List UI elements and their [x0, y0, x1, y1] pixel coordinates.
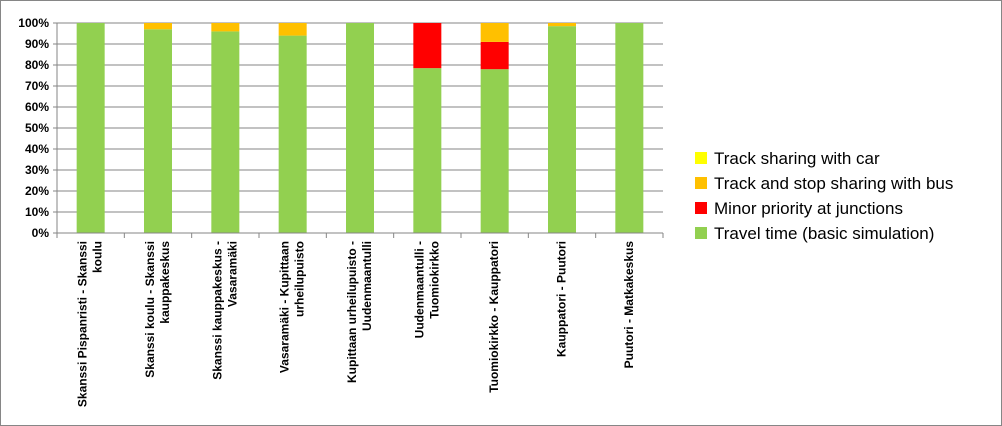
bar-segment: [480, 41, 509, 70]
y-tick-label: 90%: [25, 37, 49, 51]
bar-segment: [346, 23, 374, 233]
x-tick-label: Skanssi koulu - Skanssikauppakeskus: [143, 241, 172, 378]
x-tick-label: Kauppatori - Puutori: [555, 241, 569, 357]
y-tick-label: 100%: [18, 16, 49, 30]
legend: Track sharing with car Track and stop sha…: [695, 149, 953, 243]
bar-segment: [480, 23, 509, 42]
axes: [53, 22, 664, 238]
legend-swatch: [695, 202, 707, 214]
bar-segment: [615, 23, 644, 233]
y-tick-label: 0%: [32, 226, 50, 240]
bar-segment: [480, 69, 509, 233]
x-axis-ticks: Skanssi Pispanristi - Skanssikoulu Skanss…: [76, 241, 636, 407]
x-tick-label: Tuomiokirkko - Kauppatori: [487, 241, 501, 393]
y-tick-label: 60%: [25, 100, 49, 114]
bar-segment: [144, 29, 172, 233]
x-tick-label: Puutori - Matkakeskus: [622, 241, 636, 369]
bar-segment: [76, 23, 105, 233]
legend-swatch: [695, 177, 707, 189]
bar-segment: [413, 68, 442, 234]
bar-segment: [211, 23, 240, 32]
bar-segment: [548, 26, 576, 234]
y-tick-label: 40%: [25, 142, 49, 156]
y-tick-label: 10%: [25, 205, 49, 219]
legend-swatch: [695, 152, 707, 164]
x-tick-label: Skanssi Pispanristi - Skanssikoulu: [76, 241, 105, 407]
legend-label: Track and stop sharing with bus: [714, 174, 953, 193]
y-tick-label: 50%: [25, 121, 49, 135]
x-tick-label: Vasaramäki - Kupittaanurheilupuisto: [278, 241, 307, 373]
y-tick-label: 20%: [25, 184, 49, 198]
bar-segment: [144, 23, 172, 30]
bar-segment: [211, 31, 240, 234]
y-tick-label: 80%: [25, 58, 49, 72]
y-tick-label: 70%: [25, 79, 49, 93]
bars: [76, 23, 644, 234]
y-axis-ticks: 0% 10% 20% 30% 40% 50% 60% 70% 80% 90% 100%: [18, 16, 49, 240]
bar-segment: [548, 23, 576, 27]
x-tick-label: Kupittaan urheilupuisto -Uudenmaantulli: [345, 241, 374, 383]
legend-label: Travel time (basic simulation): [714, 224, 934, 243]
bar-segment: [278, 35, 307, 233]
y-tick-label: 30%: [25, 163, 49, 177]
bar-segment: [278, 23, 307, 36]
legend-swatch: [695, 227, 707, 239]
legend-label: Minor priority at junctions: [714, 199, 903, 218]
legend-label: Track sharing with car: [714, 149, 880, 168]
x-tick-label: Uudenmaantulli -Tuomiokirkko: [412, 241, 441, 338]
bar-segment: [413, 23, 442, 69]
x-tick-label: Skanssi kauppakeskus -Vasaramäki: [210, 241, 239, 380]
